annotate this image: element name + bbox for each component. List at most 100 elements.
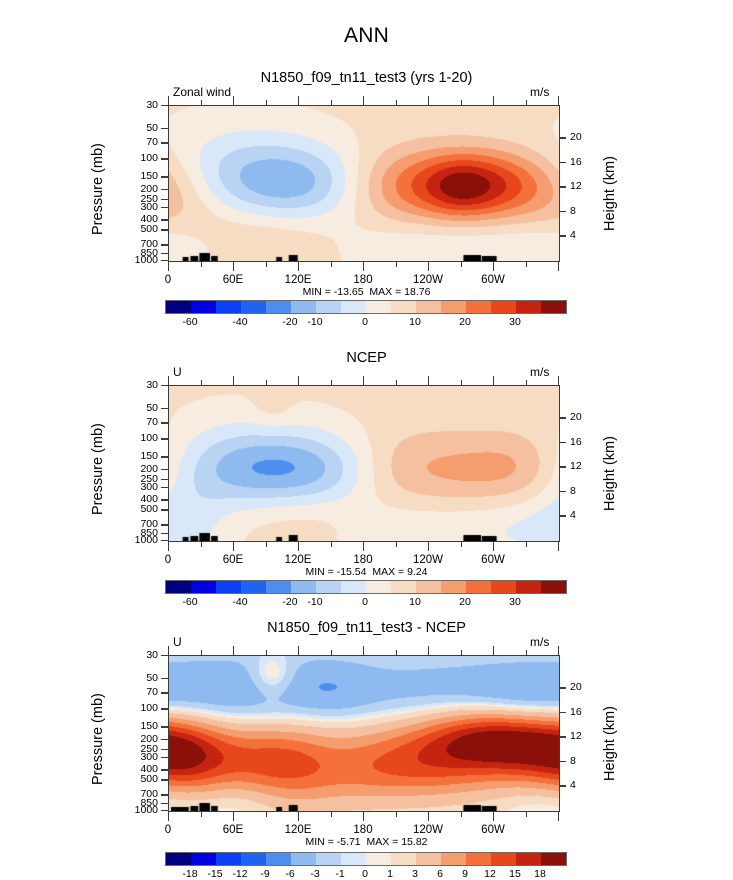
x-tick-bottom [395, 542, 397, 547]
height-tick-label: 12 [570, 460, 582, 473]
y-axis-title-height: Height (km) [602, 705, 618, 781]
x-tick-top [395, 100, 397, 105]
height-tick-label: 12 [570, 730, 582, 743]
pressure-tick-label: 100 [140, 702, 158, 715]
pressure-tick-label: 400 [140, 493, 158, 506]
colorbar[interactable] [165, 580, 567, 594]
height-tick [559, 235, 566, 237]
pressure-tick-label: 500 [140, 773, 158, 786]
panel-units-label: m/s [530, 635, 550, 649]
height-tick [559, 441, 566, 444]
pressure-tick-label: 200 [140, 182, 158, 195]
x-tick-top [395, 650, 397, 655]
pressure-tick [161, 105, 168, 107]
pressure-tick-label: 100 [140, 432, 158, 445]
x-tick-top [265, 100, 267, 105]
x-tick-bottom [330, 542, 332, 547]
colorbar-segment [166, 853, 191, 865]
x-tick-top [363, 376, 365, 385]
colorbar-segment [391, 581, 416, 593]
pressure-tick [161, 206, 168, 209]
pressure-tick-label: 30 [146, 379, 158, 391]
height-tick [559, 466, 566, 468]
pressure-tick-label: 30 [146, 99, 158, 111]
colorbar-segment [366, 301, 391, 313]
colorbar-tick-label: -60 [182, 596, 198, 608]
x-tick-top [330, 380, 332, 385]
longitude-tick-label: 60E [222, 554, 244, 566]
x-tick-bottom [233, 262, 235, 271]
contour-plot-area [168, 105, 560, 262]
pressure-tick-label: 400 [140, 763, 158, 776]
pressure-tick [161, 219, 168, 221]
pressure-tick [161, 524, 168, 526]
x-tick-bottom [493, 262, 495, 271]
height-tick-label: 8 [570, 754, 576, 767]
pressure-tick [161, 509, 168, 511]
height-tick [559, 687, 566, 689]
colorbar-tick-label: -60 [182, 316, 198, 328]
panel-title: NCEP [346, 350, 387, 366]
pressure-tick-label: 300 [140, 480, 158, 493]
height-tick-label: 4 [570, 509, 576, 522]
colorbar-tick-label: 10 [409, 316, 421, 328]
x-tick-bottom [168, 812, 170, 821]
pressure-tick-label: 200 [140, 732, 158, 745]
height-tick [559, 186, 566, 188]
x-tick-top [200, 380, 202, 385]
y-axis-title-height: Height (km) [602, 155, 618, 231]
pressure-tick [161, 532, 168, 535]
panel-variable-label: U [173, 635, 182, 649]
x-tick-bottom [493, 542, 495, 551]
pressure-tick [161, 779, 168, 781]
colorbar[interactable] [165, 300, 567, 314]
x-tick-bottom [428, 542, 430, 551]
x-tick-top [558, 646, 560, 655]
colorbar-tick-label: -3 [310, 868, 320, 880]
x-tick-bottom [330, 262, 332, 267]
colorbar-tick-label: 30 [509, 596, 521, 608]
pressure-tick-label: 30 [146, 649, 158, 661]
pressure-tick-label: 850 [140, 796, 158, 809]
x-tick-top [200, 650, 202, 655]
pressure-tick-label: 70 [146, 686, 158, 699]
colorbar-segment [366, 853, 391, 865]
colorbar-segment [341, 581, 366, 593]
x-tick-bottom [363, 262, 365, 271]
colorbar-segment [541, 301, 566, 313]
colorbar-tick-label: -15 [207, 868, 223, 880]
x-tick-bottom [363, 542, 365, 551]
height-tick [559, 417, 566, 419]
colorbar-segment [191, 301, 216, 313]
x-tick-top [168, 376, 170, 385]
colorbar-segment [441, 853, 466, 865]
colorbar-segment [516, 301, 541, 313]
x-tick-top [428, 96, 430, 105]
pressure-tick [161, 540, 168, 542]
pressure-tick-label: 850 [140, 526, 158, 539]
colorbar-segment [391, 853, 416, 865]
colorbar-tick-label: -40 [232, 596, 248, 608]
x-tick-top [460, 100, 462, 105]
x-tick-top [298, 96, 300, 105]
colorbar[interactable] [165, 852, 567, 866]
pressure-tick-label: 300 [140, 200, 158, 213]
colorbar-tick-label: 9 [462, 868, 468, 880]
longitude-tick-label: 180 [353, 824, 373, 836]
pressure-tick-label: 700 [140, 238, 158, 251]
colorbar-segment [416, 853, 441, 865]
pressure-tick [161, 252, 168, 255]
x-tick-top [363, 96, 365, 105]
x-tick-bottom [168, 542, 170, 551]
pressure-tick [161, 769, 168, 771]
colorbar-segment [166, 581, 191, 593]
colorbar-segment [541, 853, 566, 865]
pressure-tick-label: 150 [140, 720, 158, 733]
pressure-tick [161, 748, 168, 751]
x-tick-top [525, 100, 527, 105]
colorbar-tick-label: 1 [387, 868, 393, 880]
colorbar-tick-label: -10 [307, 596, 323, 608]
colorbar-segment [466, 301, 491, 313]
colorbar-tick-label: -20 [282, 316, 298, 328]
x-tick-top [525, 380, 527, 385]
